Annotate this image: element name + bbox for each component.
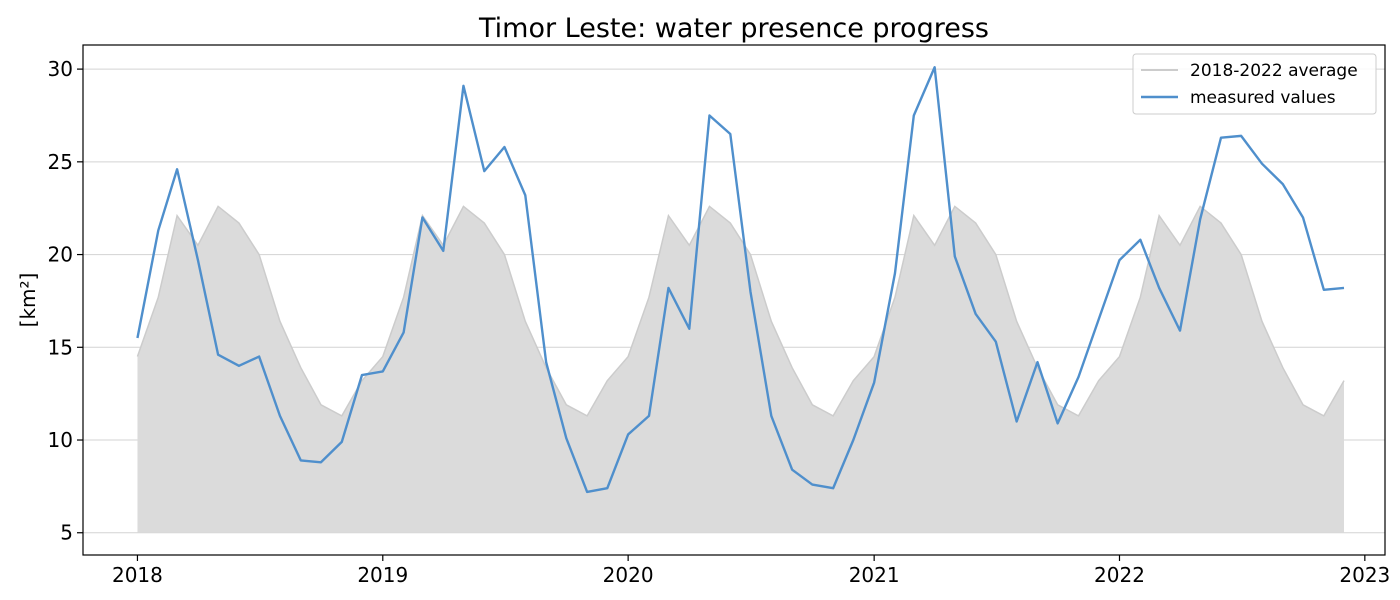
- series-layer: [136, 66, 1345, 533]
- y-tick-label: 25: [48, 150, 73, 174]
- legend: 2018-2022 average measured values: [1132, 53, 1377, 115]
- legend-label-average: 2018-2022 average: [1190, 61, 1358, 81]
- x-tick-label: 2022: [1094, 563, 1145, 587]
- y-axis-label: [km²]: [16, 273, 40, 328]
- x-tick-label: 2023: [1339, 563, 1390, 587]
- x-tick-label: 2021: [849, 563, 900, 587]
- x-axis: 2018 2019 2020 2021 2022 2023: [112, 555, 1390, 587]
- plot-frame: [82, 44, 1386, 556]
- x-tick-label: 2018: [112, 563, 163, 587]
- x-tick-label: 2019: [357, 563, 408, 587]
- chart-title: Timor Leste: water presence progress: [478, 13, 989, 44]
- y-axis: 5 10 15 20 25 30: [48, 57, 83, 545]
- y-tick-label: 10: [48, 428, 73, 452]
- y-tick-label: 20: [48, 243, 73, 267]
- series-line-average: [136, 205, 1345, 417]
- legend-label-measured: measured values: [1190, 88, 1336, 108]
- y-tick-label: 5: [60, 521, 73, 545]
- y-tick-label: 15: [48, 335, 73, 359]
- series-line-measured: [136, 66, 1345, 494]
- series-area-average: [137, 206, 1345, 533]
- x-tick-label: 2020: [603, 563, 654, 587]
- legend-box: [1132, 53, 1377, 115]
- y-tick-label: 30: [48, 57, 73, 81]
